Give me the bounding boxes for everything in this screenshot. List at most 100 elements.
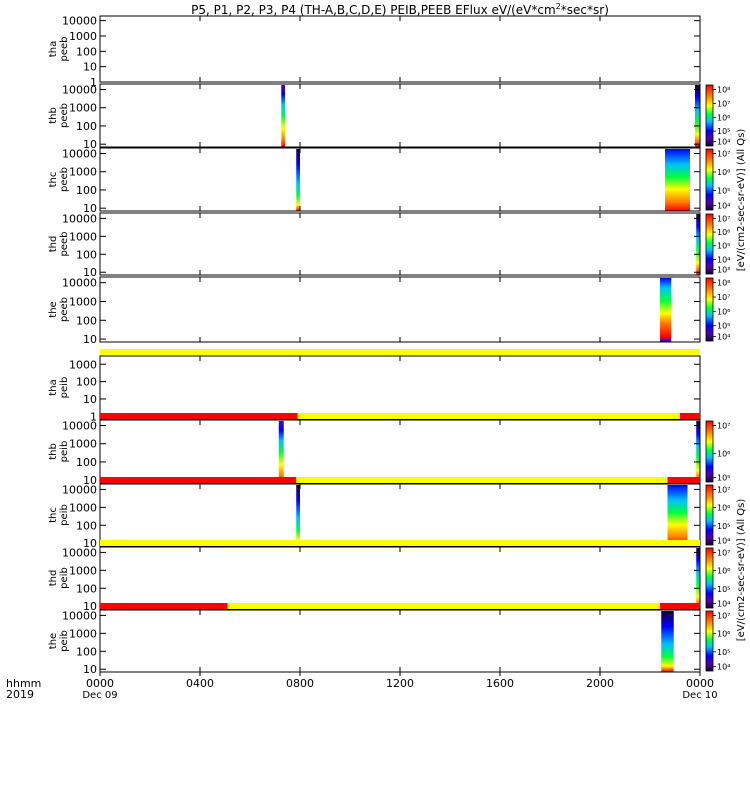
- y-tick-label: 10000: [62, 147, 97, 160]
- x-tick-label: 1200: [386, 677, 414, 690]
- colorbar-tick-label: 10⁴: [717, 663, 730, 672]
- x-tick-label: 2000: [586, 677, 614, 690]
- y-tick-label: 1000: [69, 166, 97, 179]
- flag-bar-segment: [100, 477, 297, 483]
- panel-frame: [99, 276, 701, 343]
- ion-colorbar-label: [eV/(cm2-sec-sr-eV)] (All Qs): [736, 499, 747, 642]
- panel-tha-peeb: 1 10 100 1000 10000 thapeeb: [48, 15, 701, 89]
- y-tick-label: 10: [83, 393, 97, 406]
- y-tick-label: 1000: [69, 564, 97, 577]
- y-tick-label: 100: [76, 645, 97, 658]
- colorbar-tick-label: 10⁸: [717, 86, 730, 95]
- colorbar-tick-label: 10⁷: [717, 99, 730, 108]
- colorbar-scale: [705, 484, 714, 546]
- spectrogram-burst: [696, 421, 700, 483]
- spectrogram-burst: [665, 149, 690, 211]
- panel-frame: [99, 483, 701, 547]
- colorbar-tick-label: 10⁷: [717, 150, 730, 159]
- y-tick-label: 10: [83, 537, 97, 550]
- flag-bar-segment: [100, 413, 298, 419]
- panel-thb-peib: 10 100 1000 10000 thbpeib 10⁵ 10⁶ 10⁷: [48, 413, 730, 487]
- y-tick-label: 1: [90, 410, 97, 423]
- panel-label: thapeeb: [48, 37, 70, 62]
- y-tick-label: 10000: [62, 212, 97, 225]
- y-tick-label: 1000: [69, 230, 97, 243]
- y-tick-label: 100: [76, 45, 97, 58]
- colorbar-tick-label: 10⁵: [717, 522, 730, 531]
- panel-tha-peib: 1 10 100 1000 thapeib: [48, 349, 701, 423]
- colorbar: 10⁴ 10⁵ 10⁶ 10⁷: [705, 610, 730, 672]
- y-tick-label: 1000: [69, 358, 97, 371]
- spectrogram-burst: [281, 85, 285, 147]
- x-tick-label: 0000: [86, 677, 114, 690]
- panel-frame: [99, 15, 701, 83]
- colorbar-tick-label: 10⁵: [717, 585, 730, 594]
- y-tick-label: 100: [76, 314, 97, 327]
- x-tick-label: 1600: [486, 677, 514, 690]
- colorbar-scale: [705, 213, 714, 275]
- panel-label: thcpeeb: [48, 167, 70, 192]
- colorbar: 10⁴ 10⁵ 10⁶ 10⁷: [705, 484, 730, 546]
- colorbar-tick-label: 10⁷: [717, 485, 730, 494]
- electron-colorbar-label: [eV/(cm2-sec-sr-eV)] (All Qs): [736, 129, 747, 272]
- panel-thd-peeb: 10 100 1000 10000 thdpeeb 10³ 10⁴ 10⁵ 10⁶ 10⁷: [48, 212, 730, 279]
- flag-bar-segment: [297, 413, 680, 419]
- colorbar-tick-label: 10⁷: [717, 548, 730, 557]
- spectrogram-burst: [660, 278, 672, 342]
- y-tick-label: 10: [83, 266, 97, 279]
- flag-bar-segment: [227, 603, 660, 609]
- y-tick-label: 100: [76, 519, 97, 532]
- colorbar: 10⁴ 10⁵ 10⁶ 10⁷: [705, 547, 730, 609]
- colorbar-tick-label: 10⁴: [717, 537, 730, 546]
- colorbar-tick-label: 10⁶: [717, 504, 730, 513]
- y-tick-label: 10: [83, 600, 97, 613]
- spectrogram-burst: [296, 485, 300, 546]
- x-row-label-hhmm: hhmm: [6, 677, 41, 690]
- colorbar-tick-label: 10⁵: [717, 242, 730, 251]
- spectrogram-burst: [296, 149, 300, 211]
- colorbar-tick-label: 10⁵: [717, 322, 730, 331]
- y-tick-label: 10000: [62, 277, 97, 290]
- panel-label: thbpeeb: [48, 103, 70, 128]
- colorbar: 10³ 10⁴ 10⁵ 10⁶ 10⁷: [705, 213, 730, 275]
- panel-frame: [99, 83, 701, 148]
- colorbar-tick-label: 10⁶: [717, 567, 730, 576]
- colorbar-tick-label: 10⁴: [717, 255, 730, 264]
- colorbar-tick-label: 10⁷: [717, 611, 730, 620]
- panel-label: thapeib: [48, 377, 70, 399]
- colorbar-tick-label: 10⁶: [717, 449, 730, 458]
- colorbar-scale: [705, 610, 714, 672]
- spectrogram-burst: [695, 85, 700, 147]
- y-tick-label: 10: [83, 474, 97, 487]
- y-tick-label: 10: [83, 663, 97, 676]
- y-tick-label: 100: [76, 582, 97, 595]
- y-tick-label: 100: [76, 456, 97, 469]
- colorbar-tick-label: 10⁷: [717, 293, 730, 302]
- colorbar-tick-label: 10⁴: [717, 201, 730, 210]
- y-tick-label: 1000: [69, 30, 97, 43]
- colorbar-scale: [705, 420, 714, 483]
- panel-frame: [99, 355, 701, 420]
- colorbar-tick-label: 10⁵: [717, 127, 730, 136]
- chart-title: P5, P1, P2, P3, P4 (TH-A,B,C,D,E) PEIB,P…: [191, 2, 609, 17]
- y-tick-label: 10000: [62, 483, 97, 496]
- flag-bar-segment: [100, 603, 228, 609]
- panel-thd-peib: 10 100 1000 10000 thdpeib 10⁴ 10⁵ 10⁶ 10⁷: [48, 540, 730, 613]
- y-tick-label: 1000: [69, 501, 97, 514]
- y-tick-label: 10000: [62, 546, 97, 559]
- colorbar-tick-label: 10⁸: [717, 279, 730, 288]
- colorbar-tick-label: 10⁶: [717, 630, 730, 639]
- spectrogram-burst: [661, 611, 674, 672]
- colorbar-scale: [705, 277, 714, 342]
- flag-bar-segment: [660, 603, 700, 609]
- colorbar-tick-label: 10⁵: [717, 473, 730, 482]
- y-tick-label: 1: [90, 76, 97, 89]
- colorbar-tick-label: 10³: [717, 266, 730, 275]
- panel-thc-peib: 10 100 1000 10000 thcpeib 10⁴ 10⁵ 10⁶ 10⁷: [48, 477, 730, 550]
- spectrogram-burst: [278, 421, 284, 483]
- colorbar: 10⁵ 10⁶ 10⁷: [705, 420, 730, 483]
